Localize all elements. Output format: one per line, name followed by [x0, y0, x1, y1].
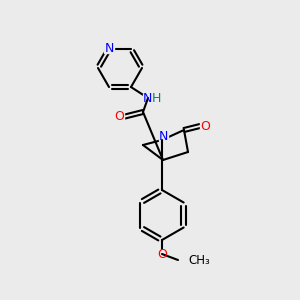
Bar	[114, 112, 124, 122]
Text: O: O	[200, 119, 210, 133]
Text: N: N	[142, 92, 152, 104]
Bar	[158, 131, 167, 140]
Bar	[200, 122, 210, 130]
Bar	[152, 94, 160, 102]
Text: H: H	[151, 92, 161, 104]
Text: N: N	[104, 42, 114, 56]
Text: O: O	[114, 110, 124, 124]
Bar	[157, 250, 167, 259]
Text: CH₃: CH₃	[188, 254, 210, 266]
Text: O: O	[157, 248, 167, 260]
Bar	[142, 94, 152, 102]
Text: N: N	[158, 130, 168, 142]
Bar	[104, 44, 114, 53]
